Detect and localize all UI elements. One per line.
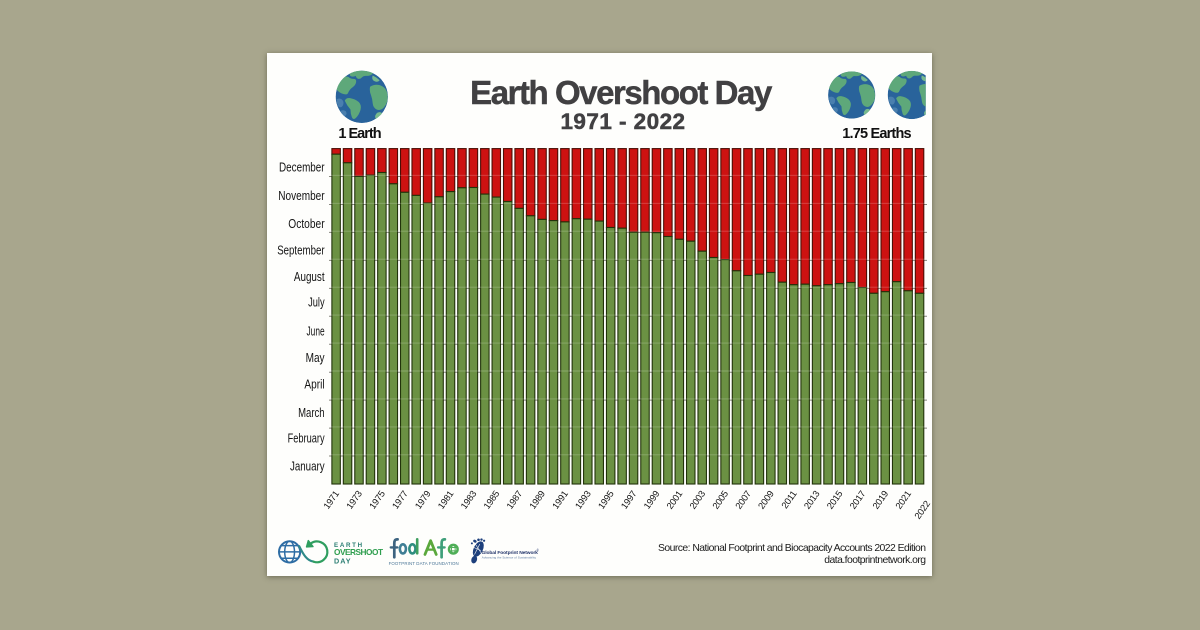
svg-text:1993: 1993 [573,489,593,511]
svg-text:June: June [307,324,325,339]
svg-text:1999: 1999 [642,489,662,511]
svg-text:July: July [308,295,325,310]
svg-text:EARTH: EARTH [334,542,364,549]
svg-text:FOOTPRINT DATA FOUNDATION: FOOTPRINT DATA FOUNDATION [389,561,459,566]
svg-text:September: September [277,243,325,258]
svg-text:2001: 2001 [665,489,685,511]
svg-text:1981: 1981 [436,489,456,511]
svg-text:Global Footprint Network: Global Footprint Network [482,550,539,556]
svg-text:2009: 2009 [756,489,776,511]
svg-text:1983: 1983 [459,489,479,511]
svg-text:2003: 2003 [688,489,708,511]
svg-text:2017: 2017 [848,489,868,511]
svg-text:August: August [294,269,325,284]
svg-text:November: November [278,188,325,203]
svg-text:May: May [306,350,325,365]
svg-text:December: December [279,159,325,174]
svg-text:1987: 1987 [505,489,525,511]
svg-text:®: ® [537,548,540,552]
svg-text:February: February [288,430,325,445]
svg-text:1991: 1991 [550,489,570,511]
svg-text:1985: 1985 [482,489,502,511]
svg-text:April: April [304,376,324,391]
svg-text:OVERSHOOT: OVERSHOOT [334,547,383,557]
svg-text:2015: 2015 [825,489,845,511]
svg-text:2013: 2013 [802,489,822,511]
svg-text:1995: 1995 [596,489,616,511]
svg-text:January: January [290,459,325,474]
svg-text:1989: 1989 [527,489,547,511]
svg-text:1997: 1997 [619,489,639,511]
svg-text:2005: 2005 [711,489,731,511]
svg-text:2019: 2019 [871,489,891,511]
svg-text:2011: 2011 [780,489,799,510]
svg-text:2022: 2022 [913,499,933,521]
svg-text:1979: 1979 [413,489,433,511]
svg-text:1973: 1973 [344,489,364,511]
svg-text:Advancing the Science of Susta: Advancing the Science of Sustainability [482,556,537,560]
svg-text:DAY: DAY [334,557,352,566]
svg-text:1977: 1977 [390,489,410,511]
svg-text:1975: 1975 [367,489,387,511]
svg-text:October: October [288,216,325,231]
svg-text:2007: 2007 [733,489,753,511]
svg-text:March: March [298,405,325,420]
svg-text:2021: 2021 [894,489,914,511]
svg-text:1971: 1971 [322,489,342,511]
